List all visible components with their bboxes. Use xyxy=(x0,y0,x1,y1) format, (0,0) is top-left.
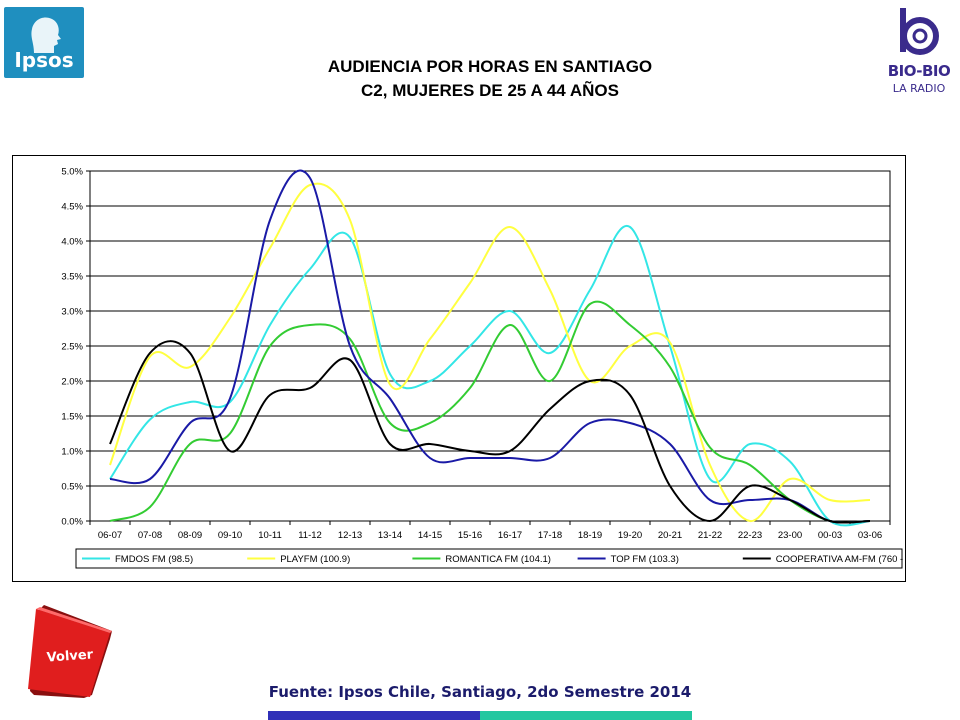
volver-button[interactable]: Volver xyxy=(26,603,116,698)
chart-title-line1: AUDIENCIA POR HORAS EN SANTIAGO xyxy=(327,57,653,76)
legend-label: ROMANTICA FM (104.1) xyxy=(445,554,551,565)
footer-bar-blue xyxy=(268,711,480,720)
chart-frame: 0.0% 0.5% 1.0% 1.5% 2.0% 2.5% 3.0% 3.5% 4.0% 4.5%… xyxy=(12,155,906,582)
volver-label: Volver xyxy=(46,647,94,665)
audience-line-chart: 0.0% 0.5% 1.0% 1.5% 2.0% 2.5% 3.0% 3.5% 4.0% 4.5%… xyxy=(61,167,905,569)
x-tick-label: 15-16 xyxy=(458,530,482,541)
radio-b-icon xyxy=(900,8,939,55)
biobio-subtitle: LA RADIO xyxy=(892,82,946,95)
x-tick-label: 10-11 xyxy=(258,530,282,541)
x-tick-label: 12-13 xyxy=(338,530,362,541)
legend-label: TOP FM (103.3) xyxy=(611,554,679,565)
x-tick-label: 17-18 xyxy=(538,530,562,541)
biobio-logo: BIO-BIO LA RADIO xyxy=(884,4,954,99)
x-tick-label: 20-21 xyxy=(658,530,682,541)
x-tick-label: 14-15 xyxy=(418,530,442,541)
ipsos-wordmark: Ipsos xyxy=(14,48,74,72)
x-tick-label: 13-14 xyxy=(378,530,402,541)
y-tick-label: 0.5% xyxy=(61,482,83,493)
x-tick-label: 21-22 xyxy=(698,530,722,541)
x-tick-label: 23-00 xyxy=(778,530,802,541)
footer-bar-teal xyxy=(480,711,692,720)
y-tick-label: 4.0% xyxy=(61,237,83,248)
x-tick-label: 00-03 xyxy=(818,530,842,541)
x-tick-label: 18-19 xyxy=(578,530,602,541)
y-tick-label: 5.0% xyxy=(61,167,83,178)
y-tick-label: 3.0% xyxy=(61,307,83,318)
y-tick-label: 4.5% xyxy=(61,202,83,213)
ipsos-logo: Ipsos xyxy=(4,7,84,78)
biobio-name: BIO-BIO xyxy=(887,62,951,80)
chart-title-line2: C2, MUJERES DE 25 A 44 AÑOS xyxy=(361,81,619,100)
y-tick-label: 1.5% xyxy=(61,412,83,423)
source-note: Fuente: Ipsos Chile, Santiago, 2do Semes… xyxy=(268,683,692,701)
legend-box xyxy=(75,548,903,569)
profile-head-icon xyxy=(31,17,61,53)
y-tick-label: 1.0% xyxy=(61,447,83,458)
x-tick-label: 08-09 xyxy=(178,530,202,541)
x-tick-label: 22-23 xyxy=(738,530,762,541)
x-tick-label: 09-10 xyxy=(218,530,242,541)
legend-label: FMDOS FM (98.5) xyxy=(115,554,193,565)
legend-label: PLAYFM (100.9) xyxy=(280,554,350,565)
series-line-0 xyxy=(109,224,871,527)
y-tick-label: 2.0% xyxy=(61,377,83,388)
series-line-2 xyxy=(109,300,871,524)
series-line-4 xyxy=(109,340,871,524)
legend-label: COOPERATIVA AM-FM (760 - 93.3) xyxy=(776,554,905,565)
y-tick-label: 2.5% xyxy=(61,342,83,353)
x-tick-label: 03-06 xyxy=(858,530,882,541)
y-tick-label: 0.0% xyxy=(61,517,83,528)
y-tick-label: 3.5% xyxy=(61,272,83,283)
x-tick-label: 16-17 xyxy=(498,530,522,541)
x-tick-label: 19-20 xyxy=(618,530,642,541)
x-tick-label: 06-07 xyxy=(98,530,122,541)
x-tick-label: 07-08 xyxy=(138,530,162,541)
x-tick-label: 11-12 xyxy=(298,530,322,541)
